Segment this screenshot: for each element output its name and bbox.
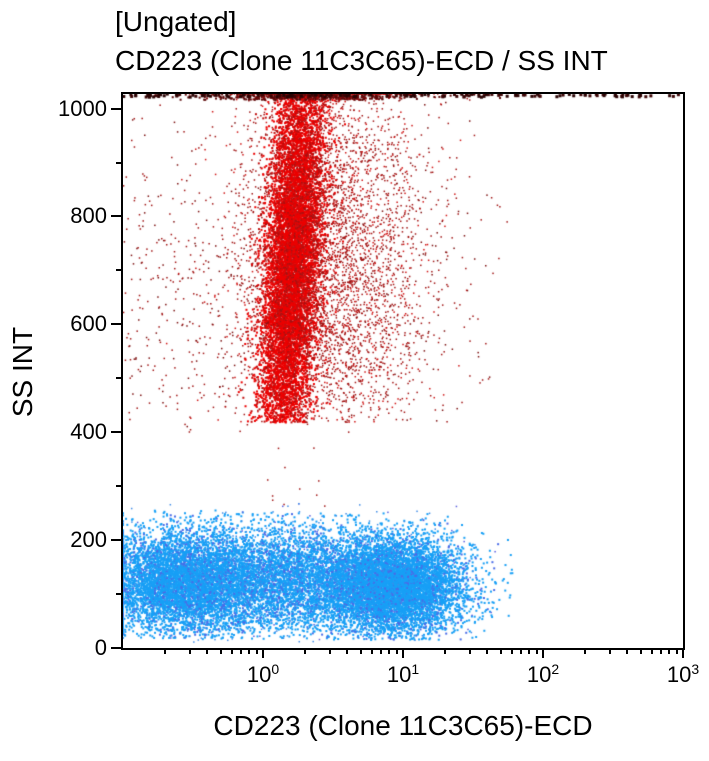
x-minor-tick — [468, 648, 471, 654]
x-minor-tick — [520, 648, 523, 654]
x-major-tick — [402, 648, 404, 658]
x-minor-tick — [240, 648, 243, 654]
x-minor-tick — [444, 648, 447, 654]
x-tick-exponent: 2 — [551, 661, 560, 677]
gate-title: [Ungated] — [115, 6, 237, 37]
x-tick-base: 10 — [386, 662, 412, 687]
x-minor-tick — [304, 648, 307, 654]
y-minor-tick — [116, 593, 121, 596]
x-minor-tick — [346, 648, 349, 654]
x-minor-tick — [639, 648, 642, 654]
scatter-canvas — [123, 94, 683, 648]
x-minor-tick — [626, 648, 629, 654]
y-major-tick — [111, 107, 121, 110]
x-minor-tick — [370, 648, 373, 654]
x-minor-tick — [248, 648, 251, 654]
y-major-tick — [111, 431, 121, 434]
x-minor-tick — [388, 648, 391, 654]
plot-subtitle: CD223 (Clone 11C3C65)-ECD / SS INT — [115, 45, 608, 76]
x-minor-tick — [675, 648, 678, 654]
x-tick-base: 10 — [526, 662, 552, 687]
x-minor-tick — [650, 648, 653, 654]
x-minor-tick — [255, 648, 258, 654]
y-major-tick — [111, 323, 121, 326]
y-major-tick — [111, 647, 121, 649]
y-minor-tick — [116, 161, 121, 164]
x-major-tick — [542, 648, 544, 658]
x-tick-label: 102 — [503, 661, 583, 690]
x-tick-exponent: 3 — [691, 661, 700, 677]
x-tick-base: 10 — [246, 662, 272, 687]
y-major-tick — [111, 215, 121, 218]
plot-header: [Ungated] CD223 (Clone 11C3C65)-ECD / SS… — [115, 2, 608, 80]
x-minor-tick — [230, 648, 233, 654]
x-minor-tick — [486, 648, 489, 654]
x-major-tick — [262, 648, 264, 658]
y-tick-label: 400 — [70, 419, 107, 445]
x-minor-tick — [188, 648, 191, 654]
x-minor-tick — [499, 648, 502, 654]
x-tick-label: 103 — [643, 661, 709, 690]
x-minor-tick — [206, 648, 209, 654]
y-tick-label: 1000 — [58, 95, 107, 121]
y-tick-label: 800 — [70, 203, 107, 229]
x-tick-base: 10 — [666, 662, 692, 687]
y-tick-label: 200 — [70, 527, 107, 553]
x-minor-tick — [219, 648, 222, 654]
x-tick-exponent: 0 — [271, 661, 280, 677]
x-minor-tick — [328, 648, 331, 654]
x-minor-tick — [608, 648, 611, 654]
x-axis-label: CD223 (Clone 11C3C65)-ECD — [213, 710, 593, 741]
x-minor-tick — [584, 648, 587, 654]
x-minor-tick — [395, 648, 398, 654]
x-minor-tick — [380, 648, 383, 654]
plot-frame — [121, 92, 685, 650]
y-axis-label: SS INT — [7, 326, 38, 418]
y-major-tick — [111, 539, 121, 542]
x-minor-tick — [660, 648, 663, 654]
x-minor-tick — [164, 648, 167, 654]
x-minor-tick — [668, 648, 671, 654]
y-minor-tick — [116, 485, 121, 488]
x-tick-label: 101 — [363, 661, 443, 690]
x-minor-tick — [510, 648, 513, 654]
y-minor-tick — [116, 269, 121, 272]
x-minor-tick — [528, 648, 531, 654]
x-tick-label: 100 — [223, 661, 303, 690]
x-tick-exponent: 1 — [411, 661, 420, 677]
y-tick-label: 600 — [70, 311, 107, 337]
x-major-tick — [682, 648, 684, 658]
x-minor-tick — [359, 648, 362, 654]
x-minor-tick — [535, 648, 538, 654]
y-tick-label: 0 — [94, 635, 107, 660]
y-minor-tick — [116, 377, 121, 380]
